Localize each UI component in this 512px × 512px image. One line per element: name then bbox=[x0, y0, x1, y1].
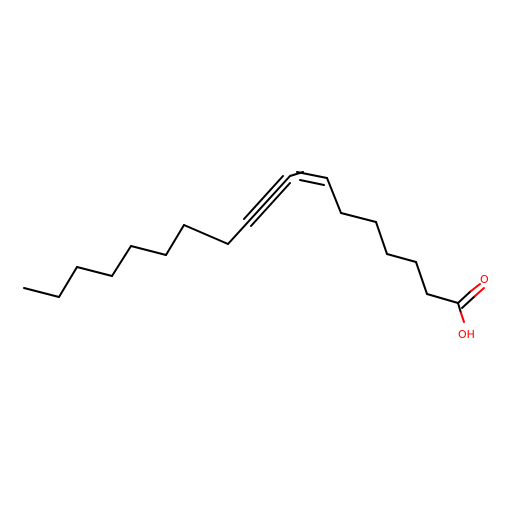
double-bond bbox=[296, 171, 328, 186]
bond-c6-c5 bbox=[375, 221, 388, 255]
double-bond-line-outer bbox=[296, 171, 328, 179]
hydroxyl-bond-black bbox=[457, 302, 462, 314]
carbonyl-bond-black-a bbox=[457, 290, 472, 304]
double-bond-line-inner bbox=[299, 179, 325, 186]
bond-c8-c7 bbox=[326, 177, 342, 214]
triple-bond-line-upper bbox=[243, 175, 284, 220]
bond-c15-c14 bbox=[111, 245, 132, 277]
triple-bond-line-lower bbox=[250, 182, 291, 227]
bond-c5-c4 bbox=[386, 253, 417, 263]
triple-bond-line-center bbox=[227, 175, 291, 245]
bond-c4-c3 bbox=[415, 261, 428, 295]
bond-c18-c17 bbox=[23, 287, 60, 298]
carbonyl-bond-red-b bbox=[474, 287, 485, 297]
hydroxyl-label: OH bbox=[458, 328, 475, 341]
bond-c16-c15 bbox=[76, 266, 113, 277]
carbon-chain bbox=[23, 171, 459, 304]
hydroxyl-bond-red bbox=[460, 312, 465, 323]
bond-c14-c13 bbox=[130, 245, 167, 256]
bond-c13-c12 bbox=[165, 224, 185, 256]
bond-c3-c2 bbox=[426, 293, 459, 304]
carboxyl-group: O OH bbox=[457, 273, 489, 341]
bond-c12-c11 bbox=[183, 224, 229, 245]
bond-c7-c6 bbox=[340, 212, 377, 223]
triple-bond bbox=[227, 175, 291, 245]
bond-c17-c16 bbox=[58, 266, 78, 298]
carbonyl-oxygen-label: O bbox=[480, 273, 489, 286]
carbonyl-bond-red-a bbox=[470, 283, 481, 292]
carbonyl-bond-black-b bbox=[461, 295, 476, 309]
